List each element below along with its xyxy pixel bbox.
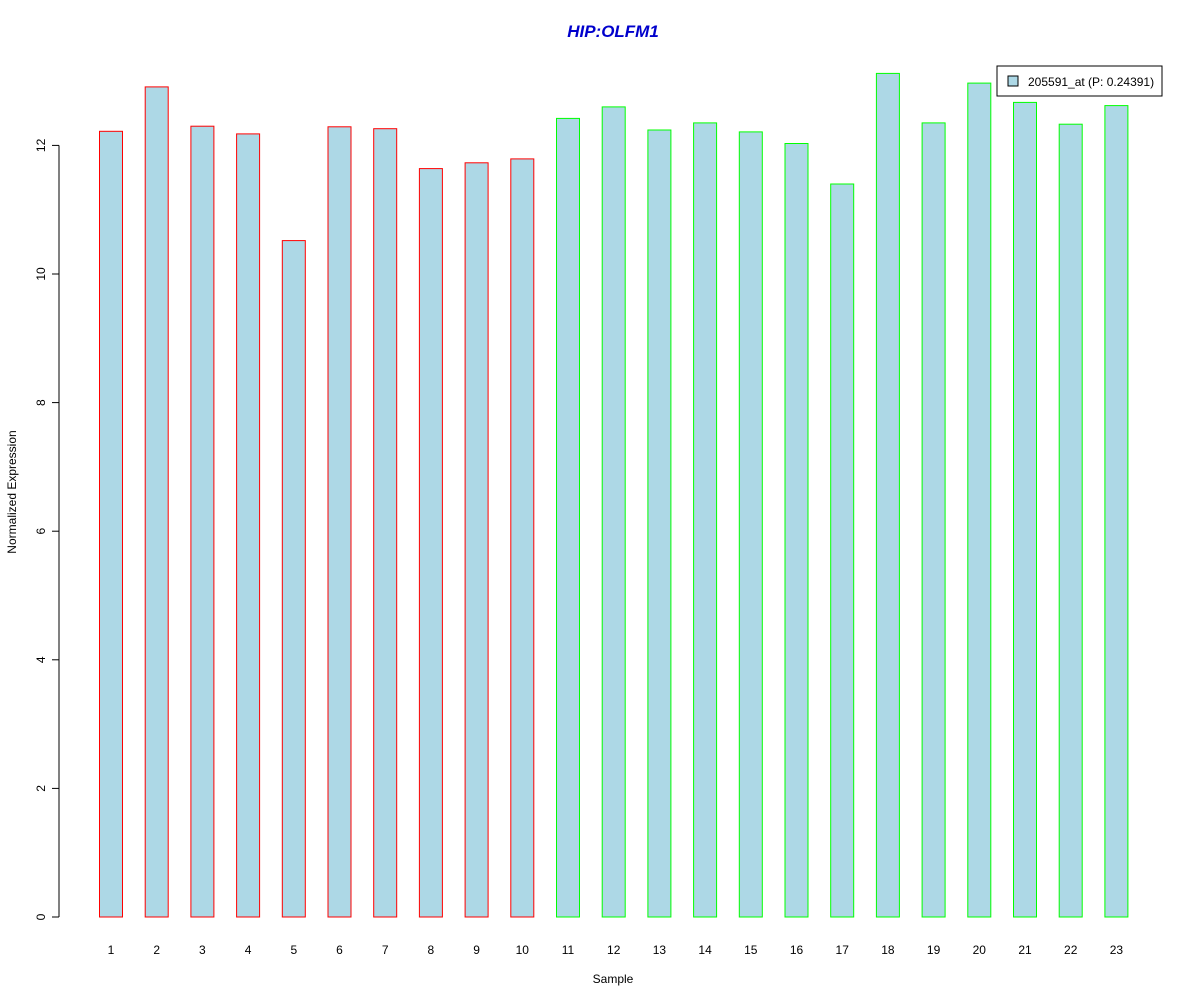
x-tick-label: 13 [653,943,667,957]
bar-sample-20 [967,82,992,918]
y-tick-label: 6 [34,528,48,535]
x-tick-label: 14 [698,943,712,957]
x-tick-label: 12 [607,943,621,957]
bar-sample-16 [784,143,809,918]
bar-sample-2 [144,86,169,918]
y-axis: 0 2 4 6 8 10 12 [34,138,60,920]
bar-sample-23 [1104,105,1129,918]
y-tick-label: 4 [34,656,48,663]
bar-sample-12 [601,106,626,918]
x-tick-label: 4 [245,943,252,957]
x-tick-label: 8 [428,943,435,957]
x-tick-label: 11 [562,943,575,957]
x-axis-label: Sample [593,972,634,986]
x-tick-label: 16 [790,943,804,957]
x-tick-label: 20 [973,943,987,957]
bar-sample-13 [647,129,672,918]
y-tick-label: 8 [34,399,48,406]
bar-sample-15 [738,131,763,918]
bar-sample-18 [875,72,900,918]
x-tick-label: 15 [744,943,758,957]
x-tick-label: 18 [881,943,895,957]
x-tick-label: 10 [516,943,530,957]
bar-sample-17 [830,183,855,918]
y-tick-label: 12 [34,138,48,152]
bar-sample-19 [921,122,946,918]
x-tick-label: 19 [927,943,941,957]
legend-swatch [1007,75,1019,87]
bar-sample-9 [464,162,489,918]
x-tick-label: 23 [1110,943,1124,957]
bar-sample-11 [556,117,580,918]
y-tick-label: 0 [34,913,48,920]
legend-entry: 205591_at (P: 0.24391) [1028,75,1154,89]
x-tick-labels: 1 2 3 4 5 6 7 8 9 10 11 12 13 14 15 16 17 18 19 20 21 22 23 [108,943,1124,957]
bar-sample-8 [418,168,443,918]
y-tick-label: 2 [34,785,48,792]
x-tick-label: 17 [836,943,850,957]
bar-sample-5 [281,240,306,918]
x-tick-label: 22 [1064,943,1078,957]
bar-sample-7 [373,128,398,918]
x-tick-label: 9 [473,943,480,957]
bar-sample-6 [327,126,352,918]
y-tick-label: 10 [34,267,48,281]
x-tick-label: 5 [290,943,297,957]
y-axis-label: Normalized Expression [5,430,19,553]
x-tick-label: 3 [199,943,206,957]
bar-sample-10 [510,158,535,918]
x-tick-label: 21 [1018,943,1032,957]
bar-sample-22 [1058,123,1083,918]
x-tick-label: 7 [382,943,389,957]
bar-sample-14 [693,122,718,918]
legend: 205591_at (P: 0.24391) [996,65,1163,97]
x-tick-label: 1 [108,943,115,957]
chart-title: HIP:OLFM1 [567,22,659,41]
bar-sample-21 [1013,101,1037,918]
legend-box [996,65,1163,97]
bar-sample-1 [99,130,123,918]
x-tick-label: 2 [153,943,160,957]
bars-group [99,72,1129,918]
x-tick-label: 6 [336,943,343,957]
bar-sample-4 [236,133,261,918]
bar-sample-3 [190,125,215,918]
